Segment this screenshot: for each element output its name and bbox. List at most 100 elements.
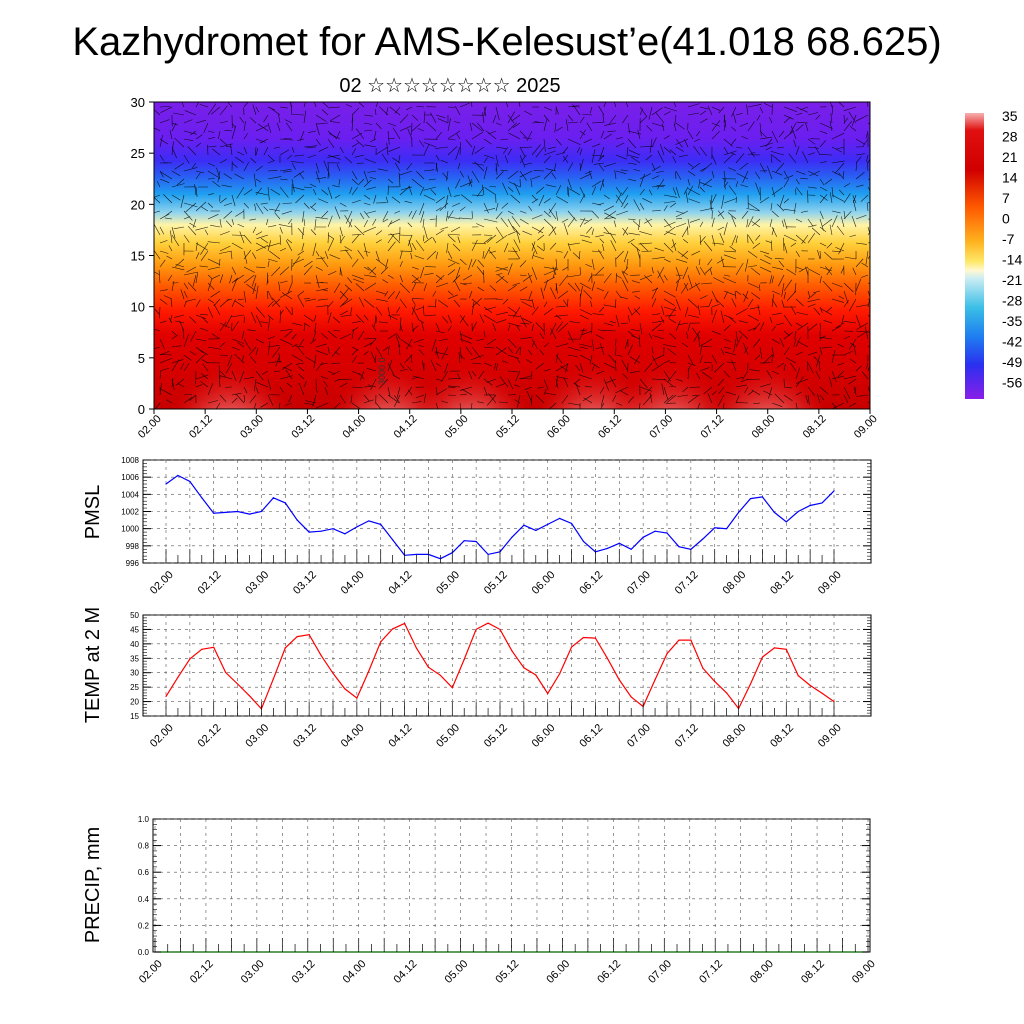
wind-vector	[687, 185, 694, 196]
temp-y-tick-label: 40	[130, 640, 139, 649]
pmsl-y-tick-label: 1006	[121, 473, 139, 482]
precip-y-tick-label: 0.0	[138, 948, 150, 957]
wind-vector	[539, 332, 545, 340]
wind-vector	[819, 335, 826, 340]
wind-vector	[771, 276, 774, 284]
wind-vector	[721, 194, 725, 209]
wind-vector	[605, 378, 617, 384]
wind-vector	[526, 130, 533, 142]
wind-vector	[615, 290, 622, 299]
wind-vector	[336, 164, 341, 172]
wind-vector	[673, 123, 677, 132]
wind-vector	[495, 211, 503, 220]
wind-vector	[652, 354, 665, 361]
wind-vector	[471, 194, 484, 196]
wind-vector	[359, 370, 365, 381]
wind-vector	[461, 388, 473, 396]
wind-vector	[231, 346, 240, 351]
colorbar-label: -7	[1002, 231, 1015, 247]
wind-vector	[687, 354, 694, 365]
wind-vector	[788, 153, 797, 164]
wind-vector	[567, 114, 574, 121]
colorbar-label: 0	[1002, 211, 1010, 227]
wind-vector	[310, 229, 317, 236]
wind-vector	[651, 175, 660, 180]
wind-vector	[651, 162, 656, 171]
wind-vector	[363, 350, 369, 356]
wind-vector	[327, 238, 334, 252]
wind-vector	[777, 362, 785, 368]
wind-vector	[645, 218, 653, 228]
wind-vector	[257, 123, 269, 132]
temp-point	[821, 692, 823, 694]
wind-vector	[324, 251, 329, 260]
wind-vector	[807, 186, 817, 189]
wind-vector	[699, 118, 708, 124]
wind-vector	[677, 394, 689, 397]
wind-vector	[375, 290, 386, 295]
wind-vector	[822, 280, 833, 292]
wind-vector	[183, 210, 193, 221]
wind-vector	[629, 356, 641, 364]
wind-vector	[154, 328, 161, 332]
wind-vector	[800, 177, 809, 180]
wind-vector	[201, 373, 209, 380]
wind-vector	[751, 221, 761, 228]
wind-vector	[771, 266, 784, 270]
wind-vector	[317, 298, 329, 301]
temp-point	[284, 647, 286, 649]
wind-vector	[603, 304, 617, 308]
wind-vector	[591, 281, 595, 292]
wind-vector	[632, 220, 641, 228]
wind-vector	[731, 234, 737, 246]
wind-vector	[819, 122, 833, 129]
wind-vector	[471, 162, 485, 166]
wind-vector	[783, 386, 792, 389]
wind-vector	[279, 106, 288, 109]
temp-point	[523, 667, 525, 669]
wind-vector	[742, 370, 749, 380]
wind-vector	[831, 194, 845, 202]
pmsl-point	[236, 510, 239, 513]
wind-vector	[207, 266, 221, 270]
wind-vector	[297, 295, 305, 308]
wind-vector	[711, 106, 721, 111]
wind-vector	[545, 392, 557, 396]
wind-vector	[628, 149, 641, 156]
wind-vector	[394, 162, 401, 172]
wind-vector	[207, 170, 218, 178]
wind-vector	[267, 317, 271, 332]
wind-vector	[288, 218, 293, 225]
wind-vector	[388, 146, 401, 152]
wind-vector	[663, 378, 673, 387]
wind-vector	[469, 290, 473, 299]
wind-vector	[500, 217, 509, 228]
wind-vector	[471, 362, 482, 365]
wind-vector	[505, 102, 509, 108]
wind-vector	[687, 218, 690, 228]
wind-vector	[404, 200, 413, 204]
wind-vector	[495, 202, 499, 212]
wind-vector	[309, 183, 317, 188]
wind-vector	[663, 111, 671, 116]
wind-vector	[459, 354, 465, 360]
wind-vector	[386, 142, 389, 156]
wind-vector	[531, 194, 538, 201]
wind-vector	[843, 320, 857, 324]
colorbar-label: -28	[1002, 293, 1022, 309]
wind-vector	[357, 102, 365, 108]
wind-vector	[237, 342, 245, 348]
wind-vector	[689, 218, 701, 223]
wind-vector	[602, 114, 605, 124]
wind-vector	[700, 338, 713, 347]
wind-vector	[394, 106, 401, 114]
wind-vector	[501, 360, 509, 364]
wind-vector	[495, 226, 504, 239]
wind-vector	[255, 314, 263, 328]
wind-vector	[260, 202, 269, 205]
wind-vector	[757, 304, 761, 316]
wind-vector	[843, 210, 852, 220]
wind-vector	[483, 157, 488, 164]
wind-vector	[755, 234, 761, 241]
